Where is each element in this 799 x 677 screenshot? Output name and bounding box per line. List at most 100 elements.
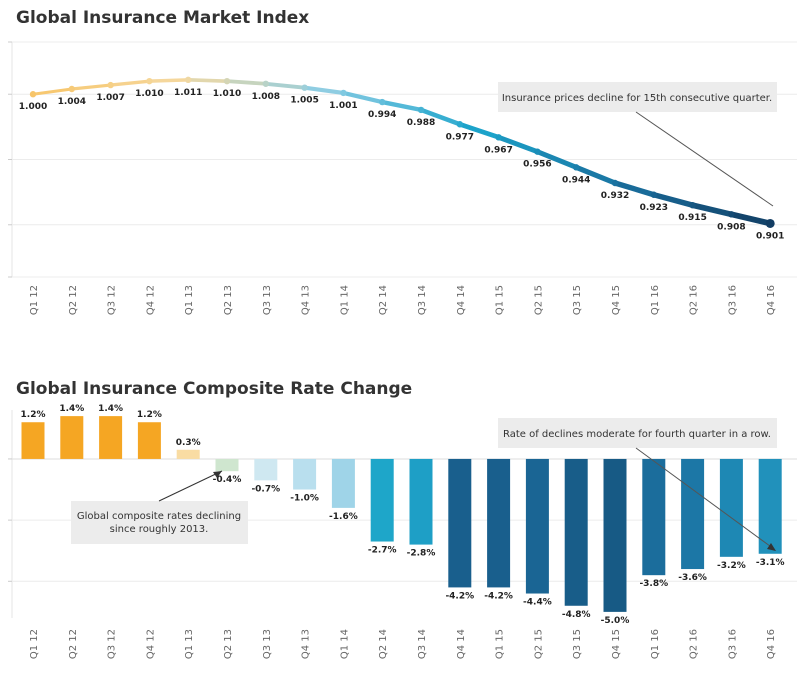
x-tick-label: Q2 12 — [68, 629, 79, 659]
data-point — [223, 77, 231, 85]
data-label: -3.1% — [756, 558, 785, 568]
x-tick-label: Q2 16 — [689, 629, 700, 659]
data-label: 0.967 — [484, 145, 512, 155]
x-tick-label: Q4 12 — [145, 285, 156, 315]
line-segment — [689, 202, 735, 218]
x-tick-label: Q1 14 — [339, 629, 350, 659]
annotation-text: Insurance prices decline for 15th consec… — [502, 93, 772, 104]
data-label: -0.7% — [251, 484, 280, 494]
line-segment — [186, 78, 229, 83]
line-segment — [728, 211, 774, 227]
data-label: 1.005 — [290, 96, 318, 106]
annotation-text: Rate of declines moderate for fourth qua… — [503, 429, 771, 440]
data-label: -4.2% — [445, 591, 474, 601]
bar — [21, 422, 45, 459]
line-segment — [418, 107, 463, 127]
data-label: 1.007 — [96, 93, 124, 103]
data-point — [611, 179, 619, 187]
data-label: 1.010 — [213, 89, 241, 99]
x-tick-label: Q4 16 — [766, 629, 777, 659]
bar — [681, 458, 705, 570]
data-point — [262, 80, 269, 87]
x-tick-label: Q3 13 — [262, 629, 273, 659]
bar — [642, 458, 666, 576]
data-label: -4.4% — [523, 598, 552, 608]
data-label: -0.4% — [213, 475, 242, 485]
x-tick-label: Q4 15 — [611, 629, 622, 659]
x-tick-label: Q2 16 — [689, 285, 700, 315]
line-segment — [379, 99, 424, 113]
data-label: 0.977 — [446, 132, 474, 142]
x-tick-label: Q3 16 — [727, 285, 738, 315]
bar — [409, 458, 433, 545]
x-tick-label: Q3 16 — [727, 629, 738, 659]
line-segment — [263, 81, 307, 90]
annotation-arrowhead — [767, 543, 776, 551]
x-tick-label: Q1 15 — [495, 285, 506, 315]
data-label: 1.011 — [174, 88, 202, 98]
annotation-box — [498, 82, 777, 112]
data-label: 0.994 — [368, 110, 396, 120]
x-tick-label: Q2 14 — [378, 629, 389, 659]
x-tick-label: Q4 16 — [766, 285, 777, 315]
x-tick-label: Q1 12 — [29, 285, 40, 315]
data-label: -1.6% — [329, 512, 358, 522]
x-tick-label: Q3 13 — [262, 285, 273, 315]
data-label: 0.988 — [407, 118, 435, 128]
bar — [603, 458, 627, 612]
line-segment — [612, 180, 657, 198]
x-tick-label: Q2 14 — [378, 285, 389, 315]
data-label: 1.000 — [19, 102, 47, 112]
data-label: -2.8% — [407, 549, 436, 559]
data-label: 0.915 — [678, 213, 706, 223]
bar — [176, 449, 200, 459]
x-tick-label: Q1 13 — [184, 629, 195, 659]
annotation: Insurance prices decline for 15th consec… — [498, 82, 777, 207]
x-tick-label: Q3 12 — [107, 629, 118, 659]
data-point — [573, 164, 580, 171]
x-tick-label: Q1 16 — [650, 629, 661, 659]
data-point — [495, 134, 502, 141]
data-label: 1.4% — [98, 404, 123, 414]
line-segment — [341, 90, 385, 105]
bar — [215, 458, 239, 472]
x-tick-label: Q4 12 — [145, 629, 156, 659]
data-point — [68, 85, 76, 93]
annotation: Rate of declines moderate for fourth qua… — [498, 418, 777, 551]
data-label: -5.0% — [601, 616, 630, 626]
bar — [331, 458, 355, 508]
data-label: -4.2% — [484, 591, 513, 601]
data-point — [534, 148, 541, 155]
line-segment — [534, 149, 579, 170]
x-tick-label: Q3 12 — [107, 285, 118, 315]
x-tick-label: Q1 16 — [650, 285, 661, 315]
x-tick-label: Q2 15 — [533, 629, 544, 659]
x-tick-label: Q4 14 — [456, 285, 467, 315]
bar-chart-title: Global Insurance Composite Rate Change — [16, 379, 413, 399]
data-point — [417, 106, 425, 114]
data-point — [650, 191, 657, 198]
annotation: Global composite rates declining since ro… — [71, 470, 248, 544]
annotation-leader — [635, 447, 775, 550]
bar — [254, 458, 278, 481]
data-point — [185, 76, 192, 84]
line-segment — [573, 164, 618, 186]
data-label: 1.001 — [329, 101, 357, 111]
data-label: -1.0% — [290, 494, 319, 504]
bar — [448, 458, 472, 588]
bar — [137, 422, 161, 459]
annotation-text: Global composite rates declining since ro… — [77, 511, 241, 535]
x-tick-label: Q4 15 — [611, 285, 622, 315]
line-segment — [147, 78, 190, 83]
x-tick-label: Q2 13 — [223, 629, 234, 659]
x-tick-label: Q1 15 — [495, 629, 506, 659]
data-label: 1.004 — [58, 97, 86, 107]
data-point — [340, 89, 347, 97]
x-tick-label: Q1 12 — [29, 629, 40, 659]
line-chart-title: Global Insurance Market Index — [16, 8, 310, 28]
bar — [564, 458, 588, 606]
x-tick-label: Q3 15 — [572, 285, 583, 315]
annotation-leader — [158, 470, 223, 502]
data-point — [301, 84, 308, 91]
